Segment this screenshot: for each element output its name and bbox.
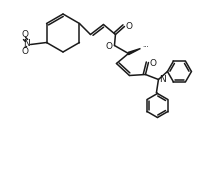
Text: N: N [23,39,30,48]
Text: O: O [21,47,28,56]
Text: N: N [159,75,166,84]
Text: O: O [150,59,157,68]
Text: O: O [21,30,28,39]
Text: O: O [126,22,133,31]
Polygon shape [128,49,140,55]
Text: ···: ··· [142,45,149,50]
Text: O: O [106,42,113,51]
